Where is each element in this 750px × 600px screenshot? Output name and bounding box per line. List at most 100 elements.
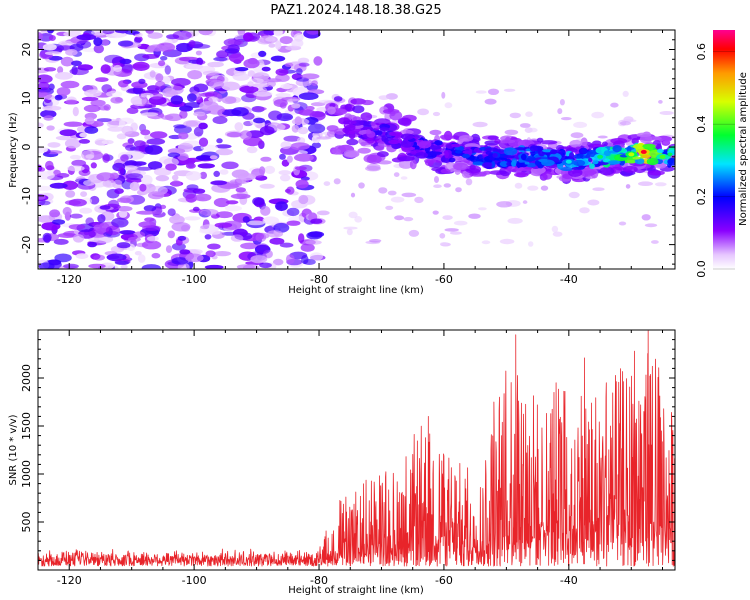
noise-blob [204,234,212,240]
noise-blob [133,231,146,238]
noise-blob [266,230,284,238]
noise-blob [263,30,276,36]
noise-blob [71,30,83,34]
noise-blob [138,78,146,84]
noise-blob [69,67,89,76]
noise-blob [237,173,256,181]
noise-blob [192,206,200,212]
noise-blob [71,60,82,67]
noise-blob [173,124,187,129]
noise-blob [38,88,51,93]
noise-blob [264,165,276,174]
noise-blob [208,96,219,103]
signal-core-blob [418,140,432,149]
background-blob [369,239,382,243]
noise-blob [279,36,293,45]
signal-halo-blob [346,138,359,146]
signal-halo-blob [453,162,469,171]
signal-halo-blob [580,137,588,147]
noise-blob [165,245,173,254]
background-blob [504,129,519,135]
noise-blob [65,99,77,105]
noise-blob [142,225,161,231]
background-blob [432,111,441,117]
noise-blob [52,219,66,225]
noise-blob [118,40,134,47]
noise-blob [213,197,230,208]
background-blob [618,221,627,226]
noise-blob [297,57,310,64]
noise-blob [197,163,215,169]
noise-blob [199,171,207,180]
signal-peak [640,149,647,154]
noise-blob [207,61,224,68]
signal-core-blob [348,130,356,135]
signal-core-blob [467,156,480,160]
background-blob [403,217,414,222]
signal-halo-blob [360,112,373,121]
signal-core-blob [626,159,637,164]
background-blob [573,121,588,128]
noise-blob [65,49,78,56]
background-blob [346,228,353,236]
noise-blob [72,106,79,117]
noise-blob [187,70,203,80]
noise-blob [164,65,171,75]
background-blob [651,240,659,244]
background-blob [641,214,651,221]
signal-halo-blob [344,103,352,112]
background-blob [507,217,523,224]
noise-blob [252,106,267,111]
signal-halo-blob [539,140,558,145]
signal-halo-blob [478,171,487,177]
signal-core-blob [430,151,443,155]
background-blob [472,121,488,128]
noise-blob [287,98,301,104]
signal-core-blob [550,149,558,155]
noise-blob [219,169,229,175]
signal-core-blob [634,158,645,165]
signal-halo-blob [331,148,341,155]
noise-blob [185,64,204,70]
background-blob [442,215,453,221]
noise-blob [196,57,204,66]
noise-blob [239,130,252,140]
noise-blob [38,122,44,129]
signal-halo-blob [579,167,596,177]
signal-core-blob [400,140,414,148]
noise-blob [134,166,153,171]
noise-blob [38,215,56,223]
noise-blob [198,137,209,147]
signal-halo-blob [601,141,608,147]
noise-blob [42,105,62,111]
noise-blob [281,159,290,167]
noise-blob [149,70,156,78]
noise-blob [105,225,121,236]
noise-blob [38,171,55,180]
x-tick-label: -120 [57,273,82,286]
noise-blob [46,165,55,171]
noise-blob [185,171,202,181]
noise-blob [177,152,189,161]
noise-blob [311,142,322,149]
noise-blob [127,138,135,144]
noise-blob [253,117,266,124]
signal-core-blob [541,159,555,167]
noise-blob [101,139,114,145]
noise-blob [221,161,239,170]
noise-blob [258,50,267,58]
noise-blob [134,251,142,256]
background-blob [401,192,417,198]
noise-blob [213,170,220,177]
signal-core-blob [569,152,575,159]
background-blob [540,185,549,191]
noise-blob [54,253,72,263]
background-blob [644,223,658,228]
noise-blob [53,238,69,245]
noise-blob [199,101,219,111]
noise-blob [93,224,103,232]
noise-blob [120,264,128,269]
colorbar-tick-label: 0.0 [695,260,708,278]
noise-blob [170,180,182,187]
